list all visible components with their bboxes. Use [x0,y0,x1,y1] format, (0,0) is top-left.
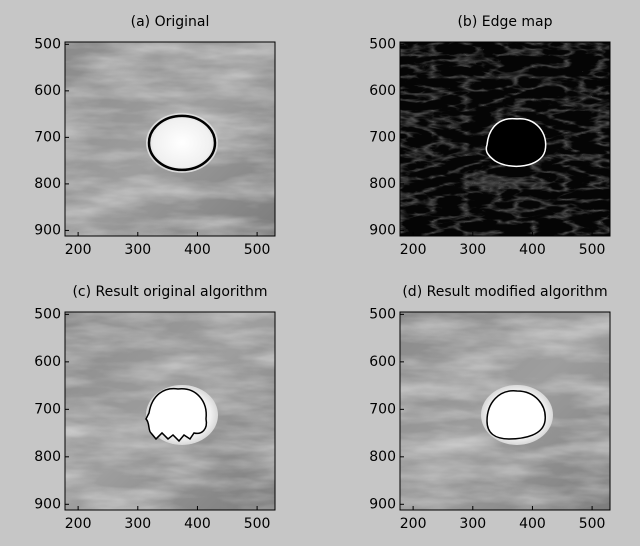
panel-title: (c) Result original algorithm [72,284,267,300]
x-tick-label: 200 [400,516,427,532]
contour [145,387,208,443]
x-tick-label: 300 [459,516,486,532]
y-tick-label: 600 [369,83,396,99]
edge-contour [485,117,547,168]
y-tick-label: 600 [34,83,61,99]
x-tick-label: 200 [65,242,92,258]
mass [146,112,218,173]
axes-box [64,41,276,237]
y-tick-label: 900 [369,496,396,512]
y-tick-label: 500 [369,306,396,322]
y-tick-label: 800 [369,176,396,192]
contour [147,114,217,172]
x-tick-label: 300 [124,516,151,532]
image-panel [65,42,275,236]
x-tick-label: 400 [184,242,211,258]
y-tick-label: 500 [369,36,396,52]
x-tick-label: 300 [124,242,151,258]
x-tick-label: 200 [400,242,427,258]
x-tick-label: 300 [459,242,486,258]
axes-box [399,41,611,237]
y-tick-label: 800 [34,449,61,465]
y-tick-label: 700 [34,401,61,417]
x-tick-label: 400 [184,516,211,532]
x-tick-label: 500 [579,516,606,532]
x-tick-label: 500 [244,242,271,258]
x-tick-label: 400 [519,516,546,532]
y-tick-label: 800 [34,176,61,192]
image-panel [65,312,275,510]
axes-box [64,311,276,511]
image-panel [400,312,610,510]
panel-title: (b) Edge map [457,14,552,30]
y-tick-label: 800 [369,449,396,465]
panel-title: (a) Original [131,14,210,30]
y-tick-label: 700 [34,129,61,145]
y-tick-label: 600 [34,354,61,370]
x-tick-label: 500 [244,516,271,532]
y-tick-label: 700 [369,129,396,145]
y-tick-label: 500 [34,306,61,322]
x-tick-label: 200 [65,516,92,532]
y-tick-label: 900 [34,496,61,512]
y-tick-label: 900 [369,222,396,238]
image-panel [400,42,610,236]
x-tick-label: 500 [579,242,606,258]
x-tick-label: 400 [519,242,546,258]
y-tick-label: 700 [369,401,396,417]
y-tick-label: 600 [369,354,396,370]
y-tick-label: 500 [34,36,61,52]
contour [486,390,546,440]
panel-title: (d) Result modified algorithm [402,284,607,300]
axes-box [399,311,611,511]
y-tick-label: 900 [34,222,61,238]
